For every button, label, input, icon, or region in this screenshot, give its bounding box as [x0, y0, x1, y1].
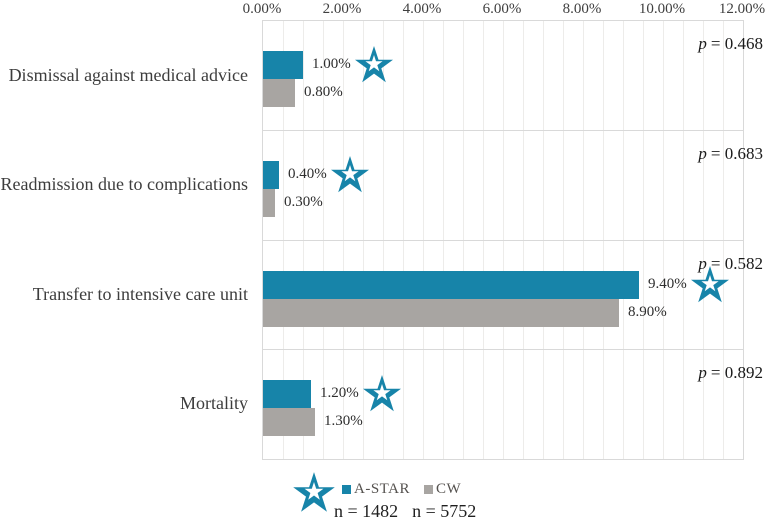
legend-label-a-star: A-STAR	[354, 481, 410, 497]
bar-value-label-cw: 1.30%	[324, 413, 363, 430]
x-tick-label: 6.00%	[482, 1, 522, 17]
p-value-text: = 0.683	[710, 143, 763, 163]
category-label-transfer: Transfer to intensive care unit	[0, 239, 254, 349]
p-symbol: p	[698, 253, 707, 273]
category-label-text: Dismissal against medical advice	[8, 64, 248, 85]
x-tick-label: 0.00%	[242, 1, 282, 17]
star-icon	[690, 265, 730, 307]
category-label-text: Transfer to intensive care unit	[32, 283, 248, 304]
x-axis: 0.00% 2.00% 4.00% 6.00% 8.00% 10.00% 12.…	[243, 0, 766, 20]
bar-a-star	[263, 270, 639, 299]
category-band-dismissal: 1.00% 0.80% p = 0.468	[263, 21, 763, 131]
x-tick-label: 10.00%	[638, 1, 686, 17]
bar-cw	[263, 188, 275, 217]
bar-value-label-a-star: 9.40%	[648, 275, 687, 292]
star-icon	[362, 374, 402, 416]
p-symbol: p	[698, 143, 707, 163]
category-band-readmission: 0.40% 0.30% p = 0.683	[263, 131, 763, 241]
category-label-readmission: Readmission due to complications	[0, 129, 254, 239]
category-label-text: Readmission due to complications	[0, 173, 248, 194]
bar-cw	[263, 298, 619, 327]
x-tick-label: 4.00%	[402, 1, 442, 17]
star-icon	[330, 155, 370, 197]
category-label-text: Mortality	[180, 392, 248, 413]
legend-label-cw: CW	[435, 481, 462, 497]
category-label-dismissal: Dismissal against medical advice	[0, 20, 254, 130]
p-value-text: = 0.582	[710, 253, 763, 273]
bar-cw	[263, 408, 315, 437]
p-value: p = 0.468	[698, 34, 763, 54]
x-tick-label: 8.00%	[562, 1, 602, 17]
bar-a-star	[263, 380, 311, 409]
p-value-text: = 0.892	[710, 363, 763, 383]
bar-a-star	[263, 51, 303, 79]
category-band-mortality: 1.20% 1.30% p = 0.892	[263, 350, 763, 459]
x-tick-label: 12.00%	[718, 1, 766, 17]
plot-area: 1.00% 0.80% p = 0.468 0.40% 0.30% p = 0.68…	[262, 20, 763, 460]
p-value: p = 0.892	[698, 363, 763, 383]
category-label-mortality: Mortality	[0, 348, 254, 458]
bar-value-label-a-star: 1.20%	[320, 385, 359, 402]
p-symbol: p	[698, 34, 707, 53]
legend-swatch-cw	[423, 485, 433, 494]
sample-size-a-star: n = 1482	[334, 501, 399, 521]
p-value: p = 0.582	[698, 254, 763, 274]
star-icon	[354, 45, 394, 87]
bar-a-star	[263, 160, 279, 189]
bar-cw	[263, 79, 295, 107]
star-icon	[292, 471, 336, 517]
bar-value-label-a-star: 1.00%	[312, 56, 351, 72]
p-symbol: p	[698, 363, 707, 383]
x-tick-label: 2.00%	[322, 1, 362, 17]
bar-value-label-cw: 0.80%	[304, 84, 343, 100]
bar-value-label-cw: 0.30%	[284, 193, 323, 210]
legend: A-STAR CW n = 1482 n = 5752	[292, 471, 476, 522]
bar-value-label-cw: 8.90%	[628, 303, 667, 320]
p-value: p = 0.683	[698, 144, 763, 164]
category-band-transfer: 9.40% 8.90% p = 0.582	[263, 241, 763, 351]
legend-swatch-a-star	[342, 485, 351, 494]
sample-size-cw: n = 5752	[412, 501, 477, 521]
p-value-text: = 0.468	[710, 34, 763, 53]
bar-value-label-a-star: 0.40%	[288, 165, 327, 182]
